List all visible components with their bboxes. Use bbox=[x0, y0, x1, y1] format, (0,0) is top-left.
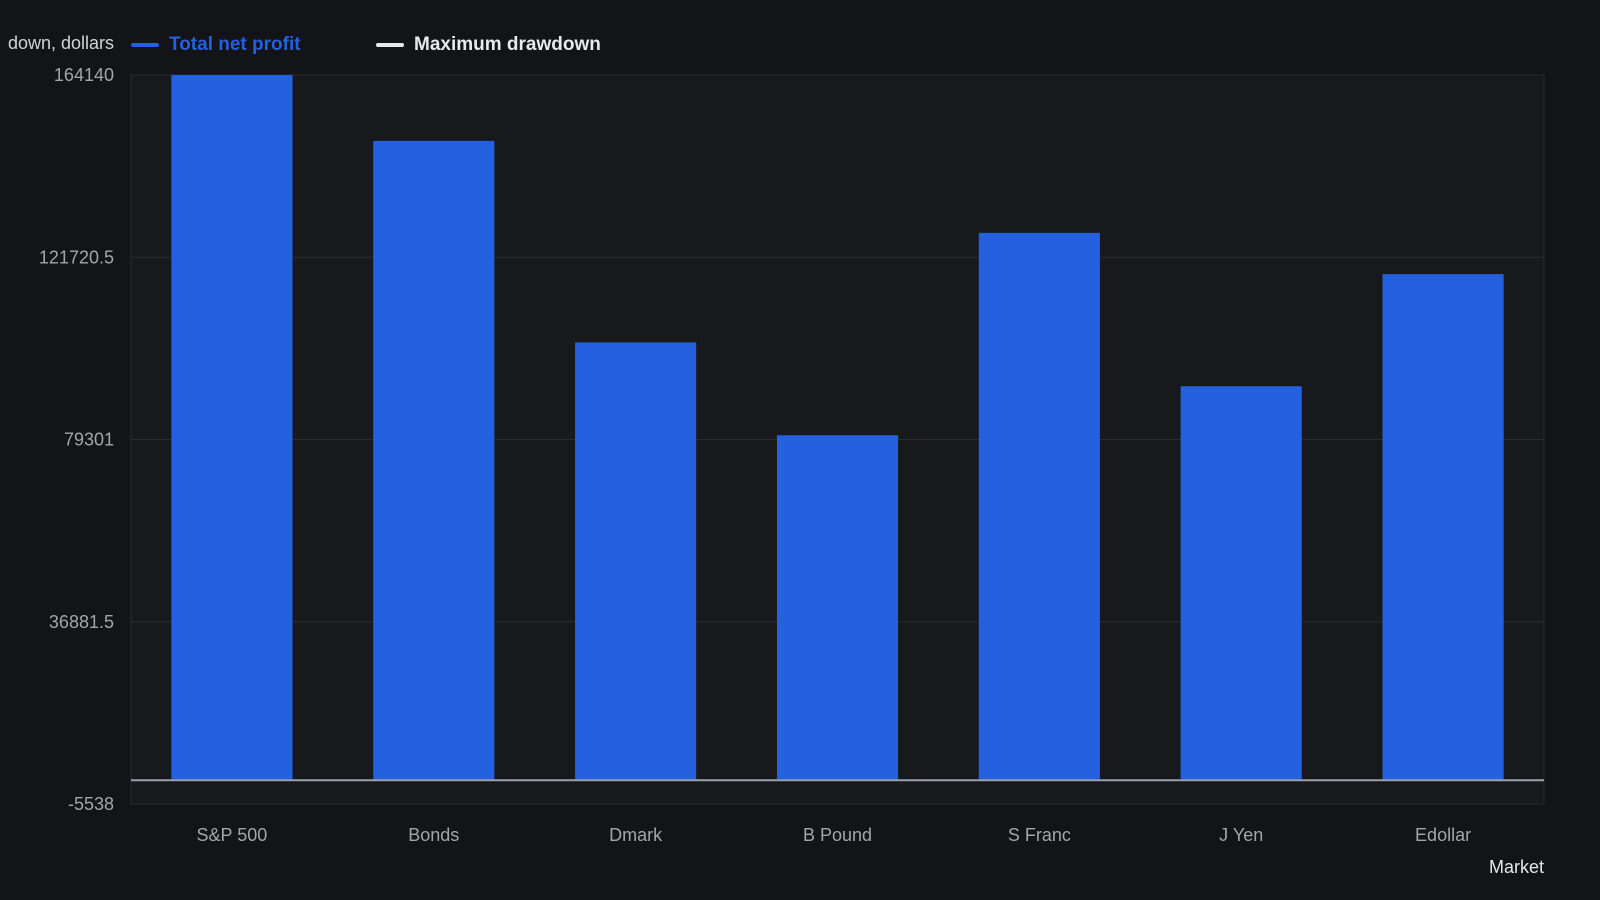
y-axis-label: down, dollars bbox=[7, 33, 114, 53]
y-tick-label: 164140 bbox=[54, 65, 114, 85]
y-tick-label: 79301 bbox=[64, 430, 114, 450]
bar-s-franc[interactable] bbox=[978, 232, 1100, 781]
legend-swatch-profit bbox=[131, 43, 159, 47]
bar-b-pound[interactable] bbox=[776, 435, 899, 781]
y-tick-label: -5538 bbox=[68, 794, 114, 814]
x-tick-label: Edollar bbox=[1415, 825, 1471, 845]
x-axis-label: Market bbox=[1488, 857, 1544, 877]
bars bbox=[171, 75, 1504, 781]
x-tick-label: Bonds bbox=[408, 825, 459, 845]
x-tick-label: J Yen bbox=[1219, 825, 1263, 845]
bar-j-yen[interactable] bbox=[1180, 386, 1302, 781]
legend-swatch-drawdown bbox=[376, 43, 404, 47]
x-tick-label: S&P 500 bbox=[197, 825, 268, 845]
bar-s-p-500[interactable] bbox=[171, 75, 293, 781]
y-axis-ticks: 164140 121720.5 79301 36881.5 -5538 bbox=[39, 65, 114, 814]
legend-label-total-net-profit: Total net profit bbox=[169, 34, 301, 55]
legend-item-maximum-drawdown[interactable]: Maximum drawdown bbox=[376, 34, 601, 56]
x-tick-label: S Franc bbox=[1008, 825, 1071, 845]
bar-bonds[interactable] bbox=[373, 140, 495, 781]
legend-label-maximum-drawdown: Maximum drawdown bbox=[414, 34, 601, 55]
y-tick-label: 121720.5 bbox=[39, 247, 114, 267]
x-tick-label: B Pound bbox=[803, 825, 872, 845]
bar-edollar[interactable] bbox=[1382, 274, 1504, 781]
x-axis-ticks: S&P 500 Bonds Dmark B Pound S Franc J Yen Edol… bbox=[197, 825, 1472, 845]
x-tick-label: Dmark bbox=[609, 825, 663, 845]
legend-item-total-net-profit[interactable]: Total net profit bbox=[131, 34, 301, 56]
y-tick-label: 36881.5 bbox=[49, 612, 114, 632]
bar-dmark[interactable] bbox=[575, 342, 697, 781]
